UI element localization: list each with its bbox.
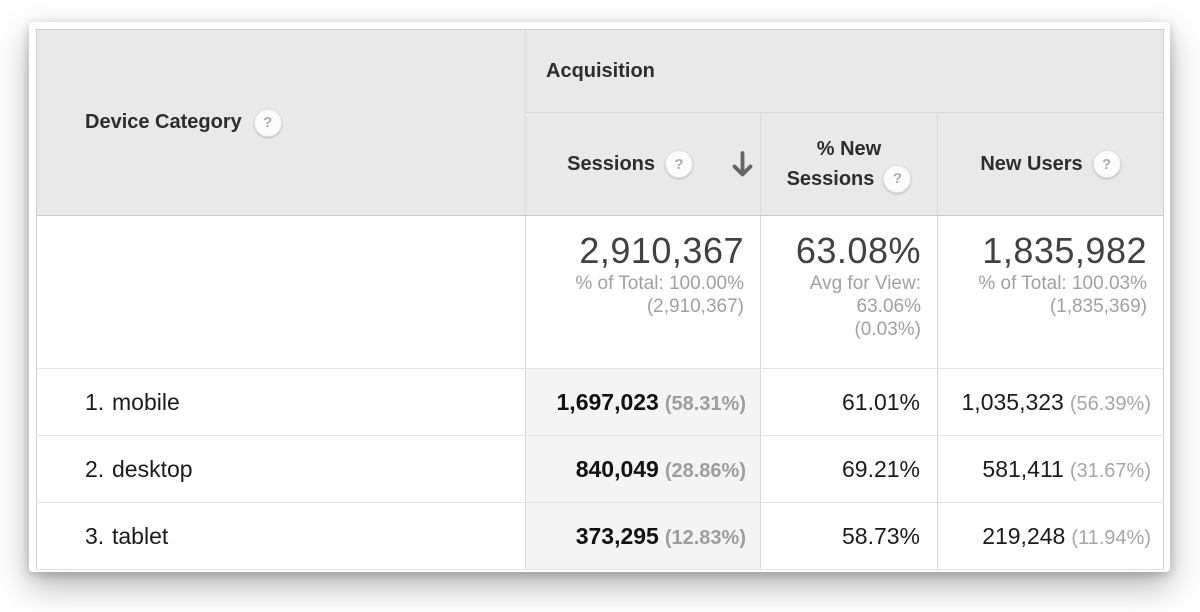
device-category-label[interactable]: Device Category (85, 111, 242, 133)
summary-row: 2,910,367 % of Total: 100.00% (2,910,367… (36, 215, 1164, 369)
table-row: 3. tablet 373,295 (12.83%) 58.73% 219,248(… (36, 502, 1164, 570)
sessions-value-cell: 373,295 (12.83%) (525, 502, 761, 570)
new-users-label[interactable]: New Users (980, 152, 1083, 175)
new-users-value-cell: 581,411 (31.67%) (937, 435, 1164, 503)
help-icon[interactable]: ? (1092, 150, 1121, 178)
device-label-cell: 1. mobile (36, 368, 526, 436)
new-users-summary-cell: 1,835,982 % of Total: 100.03% (1,835,369… (937, 215, 1164, 369)
sessions-value-cell: 840,049 (28.86%) (525, 435, 761, 503)
new-users-value: 219,248 (982, 522, 1066, 549)
help-icon[interactable]: ? (253, 108, 282, 137)
analytics-table-card: Device Category ? Acquisition Sessions ? (29, 22, 1170, 572)
device-link[interactable]: mobile (112, 388, 180, 415)
sessions-percent: (12.83%) (664, 526, 746, 549)
sort-descending-icon[interactable] (731, 150, 754, 179)
device-label-cell: 3. tablet (36, 502, 526, 570)
sessions-total-note: % of Total: 100.00% (575, 273, 744, 294)
acquisition-group-header: Acquisition (525, 29, 1164, 113)
pct-new-sessions-value: 58.73% (841, 522, 920, 549)
new-users-value-cell: 1,035,323 (56.39%) (937, 368, 1164, 436)
sessions-percent: (28.86%) (664, 459, 746, 482)
new-users-total: 1,835,982 (982, 230, 1147, 271)
table-row: 1. mobile 1,697,023 (58.31%) 61.01% 1,035,… (36, 368, 1164, 436)
pct-new-sessions-view-avg: 63.06% (856, 296, 921, 317)
pct-new-sessions-delta: (0.03%) (854, 319, 921, 340)
sessions-total: 2,910,367 (579, 230, 744, 271)
row-index: 3. (85, 522, 105, 549)
sessions-label[interactable]: Sessions (567, 152, 655, 175)
row-index: 2. (85, 455, 105, 482)
new-users-column-header[interactable]: New Users ? (937, 112, 1164, 216)
table-row: 2. desktop 840,049 (28.86%) 69.21% 581,411… (36, 435, 1164, 503)
row-index: 1. (85, 388, 105, 415)
pct-new-sessions-column-header[interactable]: % New Sessions ? (760, 112, 938, 216)
device-link[interactable]: desktop (112, 455, 193, 482)
new-users-percent: (11.94%) (1071, 526, 1151, 549)
sessions-value: 1,697,023 (556, 388, 659, 415)
pct-new-sessions-value: 69.21% (841, 455, 920, 482)
pct-new-sessions-label-line1[interactable]: % New (816, 138, 882, 160)
sessions-value-cell: 1,697,023 (58.31%) (525, 368, 761, 436)
pct-new-sessions-summary-cell: 63.08% Avg for View: 63.06% (0.03%) (760, 215, 938, 369)
sessions-value: 373,295 (575, 522, 659, 549)
pct-new-sessions-value: 61.01% (841, 388, 920, 415)
group-header-row: Device Category ? Acquisition (36, 29, 1164, 216)
pct-new-sessions-value-cell: 58.73% (760, 502, 938, 570)
new-users-percent: (31.67%) (1069, 459, 1151, 482)
device-category-table: Device Category ? Acquisition Sessions ? (36, 29, 1164, 570)
sessions-summary-cell: 2,910,367 % of Total: 100.00% (2,910,367… (525, 215, 761, 369)
help-icon[interactable]: ? (883, 165, 912, 193)
device-category-header-cell[interactable]: Device Category ? (36, 29, 526, 216)
sessions-total-raw: (2,910,367) (646, 296, 744, 317)
new-users-value-cell: 219,248 (11.94%) (937, 502, 1164, 570)
pct-new-sessions-note: Avg for View: (809, 273, 921, 294)
sessions-percent: (58.31%) (664, 392, 746, 415)
pct-new-sessions-value-cell: 61.01% (760, 368, 938, 436)
new-users-value: 581,411 (982, 455, 1064, 482)
pct-new-sessions-avg: 63.08% (795, 230, 921, 271)
sessions-value: 840,049 (575, 455, 659, 482)
new-users-total-note: % of Total: 100.03% (978, 273, 1147, 294)
new-users-total-raw: (1,835,369) (1049, 296, 1147, 317)
summary-empty-cell (36, 215, 526, 369)
pct-new-sessions-value-cell: 69.21% (760, 435, 938, 503)
new-users-percent: (56.39%) (1069, 392, 1151, 415)
pct-new-sessions-label-line2[interactable]: Sessions (786, 168, 875, 190)
device-label-cell: 2. desktop (36, 435, 526, 503)
sessions-column-header[interactable]: Sessions ? (525, 112, 761, 216)
device-link[interactable]: tablet (112, 522, 169, 549)
column-header-row: Sessions ? % New Sessions ? (37, 112, 1164, 216)
new-users-value: 1,035,323 (961, 388, 1064, 415)
acquisition-label: Acquisition (546, 59, 655, 82)
help-icon[interactable]: ? (665, 150, 693, 178)
